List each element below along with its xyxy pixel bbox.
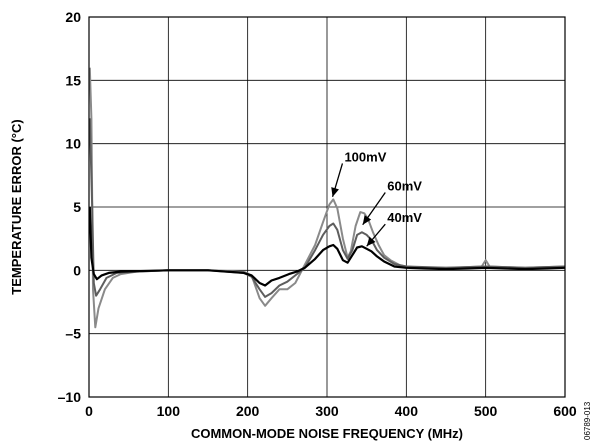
y-tick-label: 10	[65, 136, 81, 152]
x-tick-label: 200	[236, 403, 260, 419]
x-tick-label: 0	[85, 403, 93, 419]
annotation-arrowhead	[331, 187, 339, 197]
x-tick-label: 500	[474, 403, 498, 419]
y-tick-label: 15	[65, 72, 81, 88]
y-tick-label: –5	[65, 326, 81, 342]
series-lines	[89, 67, 565, 329]
series-line-100mV	[89, 67, 565, 329]
y-tick-labels: –10 –5 0 5 10 15 20	[58, 9, 82, 405]
annotation-label-60mV: 60mV	[387, 179, 422, 194]
y-tick-label: 0	[73, 262, 81, 278]
x-tick-label: 300	[315, 403, 339, 419]
grid-lines	[89, 17, 565, 397]
y-tick-label: –10	[58, 389, 82, 405]
y-tick-label: 20	[65, 9, 81, 25]
annotation-arrowhead	[366, 236, 376, 247]
annotation-label-40mV: 40mV	[387, 210, 422, 225]
x-tick-label: 400	[395, 403, 419, 419]
x-tick-label: 600	[553, 403, 577, 419]
annotation-label-100mV: 100mV	[344, 149, 386, 164]
y-tick-label: 5	[73, 199, 81, 215]
x-tick-label: 100	[157, 403, 181, 419]
y-axis-label: TEMPERATURE ERROR (°C)	[9, 119, 24, 294]
plot-frame	[88, 16, 566, 398]
annotation-arrowhead	[362, 215, 372, 225]
x-tick-labels: 0 100 200 300 400 500 600	[85, 403, 577, 419]
series-line-40mV	[89, 206, 565, 287]
x-axis-label: COMMON-MODE NOISE FREQUENCY (MHz)	[191, 426, 463, 441]
figure-code: 06789-013	[583, 401, 592, 440]
